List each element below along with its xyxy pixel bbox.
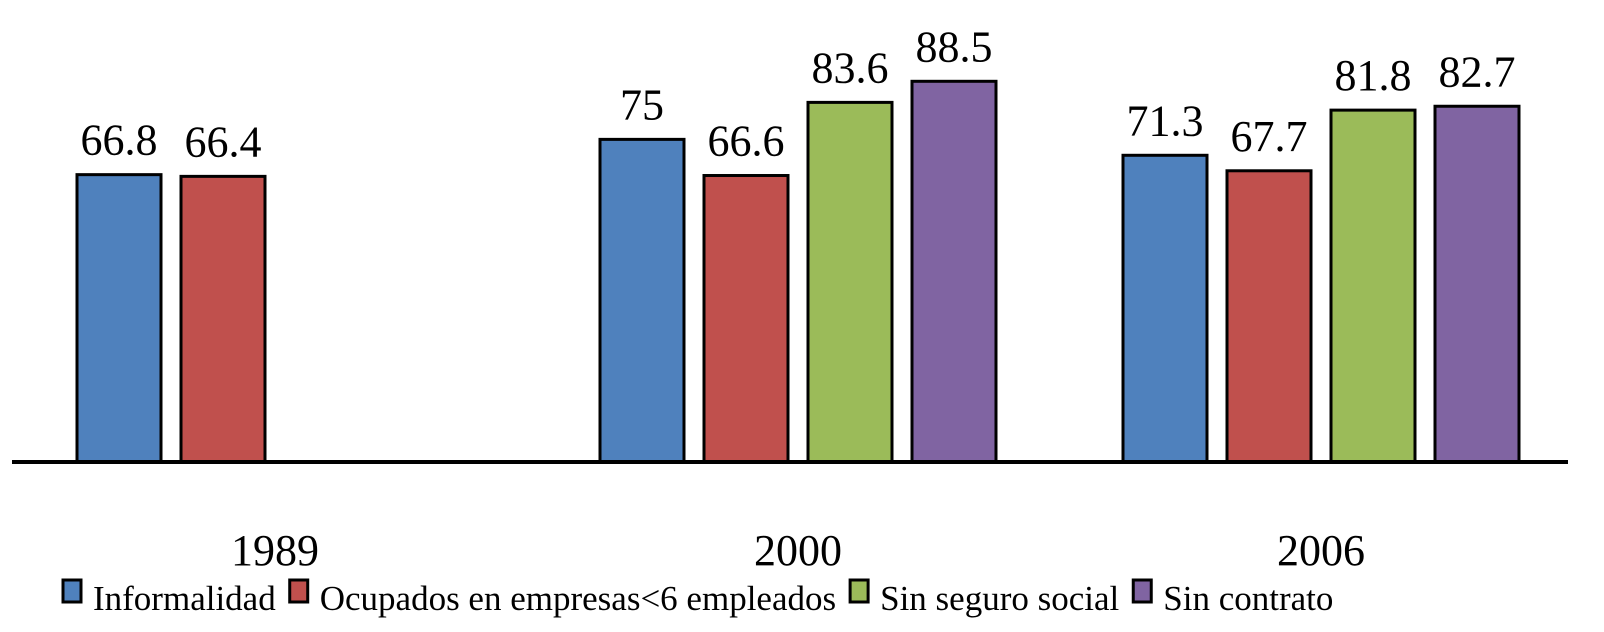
legend-swatch <box>848 578 870 604</box>
value-label: 83.6 <box>812 43 889 92</box>
x-tick-label: 1989 <box>231 526 319 575</box>
bar <box>910 79 998 464</box>
x-tick-label: 2000 <box>754 526 842 575</box>
value-label: 71.3 <box>1127 96 1204 145</box>
value-label: 82.7 <box>1439 47 1516 96</box>
value-label: 66.6 <box>708 117 785 166</box>
legend-label: Ocupados en empresas<6 empleados <box>320 579 836 618</box>
value-label: 81.8 <box>1335 51 1412 100</box>
bar <box>179 174 267 464</box>
bar <box>1121 153 1209 464</box>
bar <box>75 173 163 464</box>
value-label: 88.5 <box>916 22 993 71</box>
legend-swatch <box>61 578 83 604</box>
bar <box>1225 169 1313 464</box>
legend-label: Informalidad <box>93 579 276 618</box>
value-label: 66.4 <box>185 117 262 166</box>
value-label: 75 <box>620 80 664 129</box>
bar <box>806 100 894 464</box>
legend-label: Sin contrato <box>1163 579 1333 618</box>
legend-swatch <box>288 578 310 604</box>
legend-swatch <box>1131 578 1153 604</box>
value-label: 66.8 <box>81 116 158 165</box>
value-label: 67.7 <box>1231 112 1308 161</box>
legend-label: Sin seguro social <box>880 579 1119 618</box>
bar <box>1329 108 1417 464</box>
bar <box>598 137 686 464</box>
x-tick-label: 2006 <box>1277 526 1365 575</box>
bar <box>702 174 790 464</box>
bar <box>1433 104 1521 464</box>
